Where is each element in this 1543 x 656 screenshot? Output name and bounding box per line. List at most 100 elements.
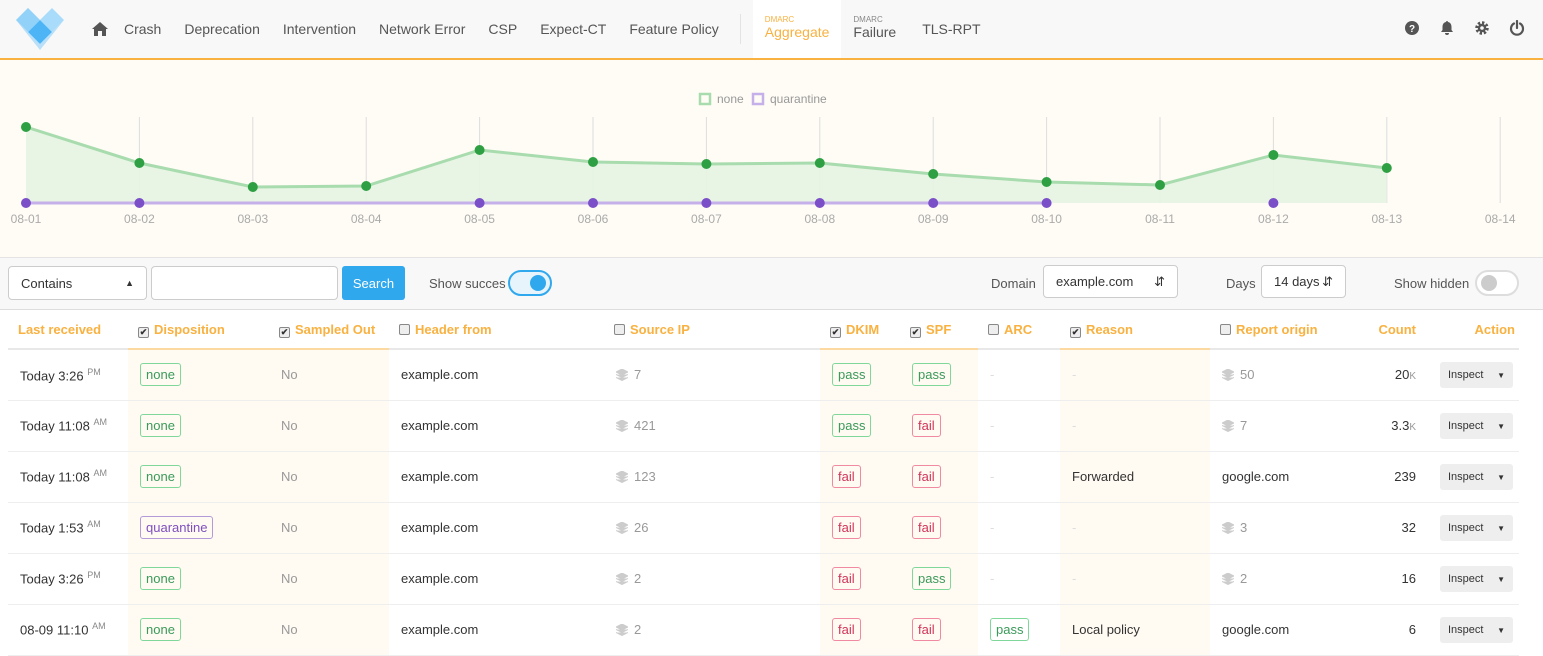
column-toggle-checkbox[interactable]: ✔ [138, 326, 149, 338]
column-header-spf[interactable]: ✔ SPF [900, 311, 978, 350]
cell-time: 08-09 11:10 AM [8, 604, 128, 656]
column-header-reason[interactable]: ✔ Reason [1060, 311, 1210, 350]
column-toggle-checkbox[interactable] [988, 324, 999, 335]
domain-select[interactable]: example.com ⇵ [1043, 265, 1178, 298]
nav-tls-rpt[interactable]: TLS-RPT [922, 21, 981, 37]
x-tick-label: 08-12 [1258, 212, 1289, 226]
cell-sampled: No [269, 553, 389, 605]
column-toggle-checkbox[interactable]: ✔ [910, 326, 921, 338]
column-toggle-checkbox[interactable] [614, 324, 625, 335]
inspect-dropdown-button[interactable]: Inspect ▼ [1440, 361, 1513, 388]
nav-crash[interactable]: Crash [124, 21, 162, 37]
days-value: 14 days [1274, 274, 1320, 289]
column-header-dkim[interactable]: ✔ DKIM [820, 311, 900, 350]
tab-small-label: DMARC [764, 14, 795, 24]
nav-feature-policy[interactable]: Feature Policy [629, 21, 719, 37]
inspect-dropdown-button[interactable]: Inspect ▼ [1440, 514, 1513, 541]
inspect-label: Inspect [1448, 572, 1484, 585]
count: 3.3 [1391, 418, 1410, 433]
home-icon[interactable] [92, 22, 108, 36]
source-ip-count: 2 [634, 571, 642, 586]
cell-disposition: none [128, 451, 269, 503]
updown-icon: ⇵ [1322, 273, 1333, 289]
show-hidden-toggle[interactable] [1475, 270, 1519, 296]
column-toggle-checkbox[interactable] [1220, 324, 1231, 335]
column-header-action[interactable]: Action [1430, 311, 1519, 350]
inspect-dropdown-button[interactable]: Inspect ▼ [1440, 463, 1513, 490]
cell-source-ip[interactable]: 421 [604, 400, 820, 452]
inspect-label: Inspect [1448, 419, 1484, 432]
layers-icon [1222, 522, 1234, 534]
caret-down-icon: ▼ [1497, 370, 1505, 380]
source-ip-count: 7 [634, 367, 642, 383]
inspect-dropdown-button[interactable]: Inspect ▼ [1440, 616, 1513, 643]
point-none [1041, 177, 1052, 187]
top-nav: Crash Deprecation Intervention Network E… [0, 0, 1543, 60]
cell-disposition: quarantine [128, 502, 269, 554]
cell-time: Today 3:26 PM [8, 349, 128, 401]
nav-expect-ct[interactable]: Expect-CT [540, 21, 607, 37]
filter-bar: Contains ▲ Search Show succes Domain exam… [0, 258, 1543, 310]
column-toggle-checkbox[interactable]: ✔ [830, 326, 841, 338]
column-toggle-checkbox[interactable]: ✔ [1070, 326, 1081, 338]
nav-dmarc-failure[interactable]: DMARC Failure [841, 0, 908, 58]
x-tick-label: 08-10 [1031, 212, 1062, 226]
days-select[interactable]: 14 days ⇵ [1261, 265, 1346, 298]
help-icon[interactable]: ? [1404, 20, 1420, 36]
column-header-sampled-out[interactable]: ✔ Sampled Out [269, 311, 389, 350]
empty-value: - [1072, 418, 1077, 433]
column-header-last-received[interactable]: Last received [8, 311, 128, 350]
column-header-count[interactable]: Count [1360, 311, 1430, 350]
table-row[interactable]: Today 3:26 PM none No example.com 7 pass… [8, 349, 1519, 401]
inspect-dropdown-button[interactable]: Inspect ▼ [1440, 412, 1513, 439]
cell-dkim: fail [820, 553, 900, 605]
point-quarantine [928, 198, 939, 208]
search-input[interactable] [151, 266, 338, 300]
column-header-report-origin[interactable]: Report origin [1210, 311, 1360, 350]
bell-icon[interactable] [1439, 20, 1455, 36]
count: 239 [1394, 469, 1416, 484]
count: 32 [1401, 520, 1416, 535]
nav-intervention[interactable]: Intervention [282, 21, 357, 37]
column-toggle-checkbox[interactable]: ✔ [279, 326, 290, 338]
caret-down-icon: ▼ [1497, 625, 1505, 635]
table-row[interactable]: Today 1:53 AM quarantine No example.com … [8, 502, 1519, 554]
column-toggle-checkbox[interactable] [399, 324, 410, 335]
match-select[interactable]: Contains ▲ [8, 266, 147, 300]
nav-csp[interactable]: CSP [488, 21, 518, 37]
column-header-arc[interactable]: ARC [978, 311, 1060, 350]
logo[interactable] [16, 8, 64, 50]
point-none [247, 182, 258, 192]
power-icon[interactable] [1509, 20, 1525, 36]
x-tick-label: 08-08 [804, 212, 835, 226]
table-row[interactable]: Today 3:26 PM none No example.com 2 fail… [8, 553, 1519, 605]
column-header-source-ip[interactable]: Source IP [604, 311, 820, 350]
disposition-badge: none [140, 618, 181, 641]
cell-report-origin: google.com [1210, 451, 1360, 503]
layers-icon [1222, 420, 1234, 432]
nav-network-error[interactable]: Network Error [379, 21, 466, 37]
cell-count: 20K [1360, 349, 1430, 401]
updown-icon: ⇵ [1154, 273, 1165, 289]
table-row[interactable]: 08-09 11:10 AM none No example.com 2 fai… [8, 604, 1519, 656]
column-header-disposition[interactable]: ✔ Disposition [128, 311, 269, 350]
column-header-header-from[interactable]: Header from [389, 311, 604, 350]
cell-source-ip[interactable]: 123 [604, 451, 820, 503]
table-row[interactable]: Today 11:08 AM none No example.com 421 p… [8, 400, 1519, 452]
inspect-dropdown-button[interactable]: Inspect ▼ [1440, 565, 1513, 592]
table-row[interactable]: Today 11:08 AM none No example.com 123 f… [8, 451, 1519, 503]
cell-source-ip[interactable]: 7 [604, 349, 820, 401]
layers-icon [616, 471, 628, 483]
cell-source-ip[interactable]: 2 [604, 604, 820, 656]
cell-source-ip[interactable]: 2 [604, 553, 820, 605]
cell-arc: - [978, 553, 1060, 605]
nav-dmarc-aggregate[interactable]: DMARC Aggregate [752, 0, 842, 58]
nav-deprecation[interactable]: Deprecation [184, 21, 260, 37]
dkim-badge: pass [832, 414, 872, 437]
gear-icon[interactable] [1474, 20, 1490, 36]
show-success-toggle[interactable] [508, 270, 552, 296]
cell-source-ip[interactable]: 26 [604, 502, 820, 554]
search-button[interactable]: Search [342, 266, 405, 300]
spf-badge: fail [912, 618, 941, 641]
cell-arc: - [978, 502, 1060, 554]
